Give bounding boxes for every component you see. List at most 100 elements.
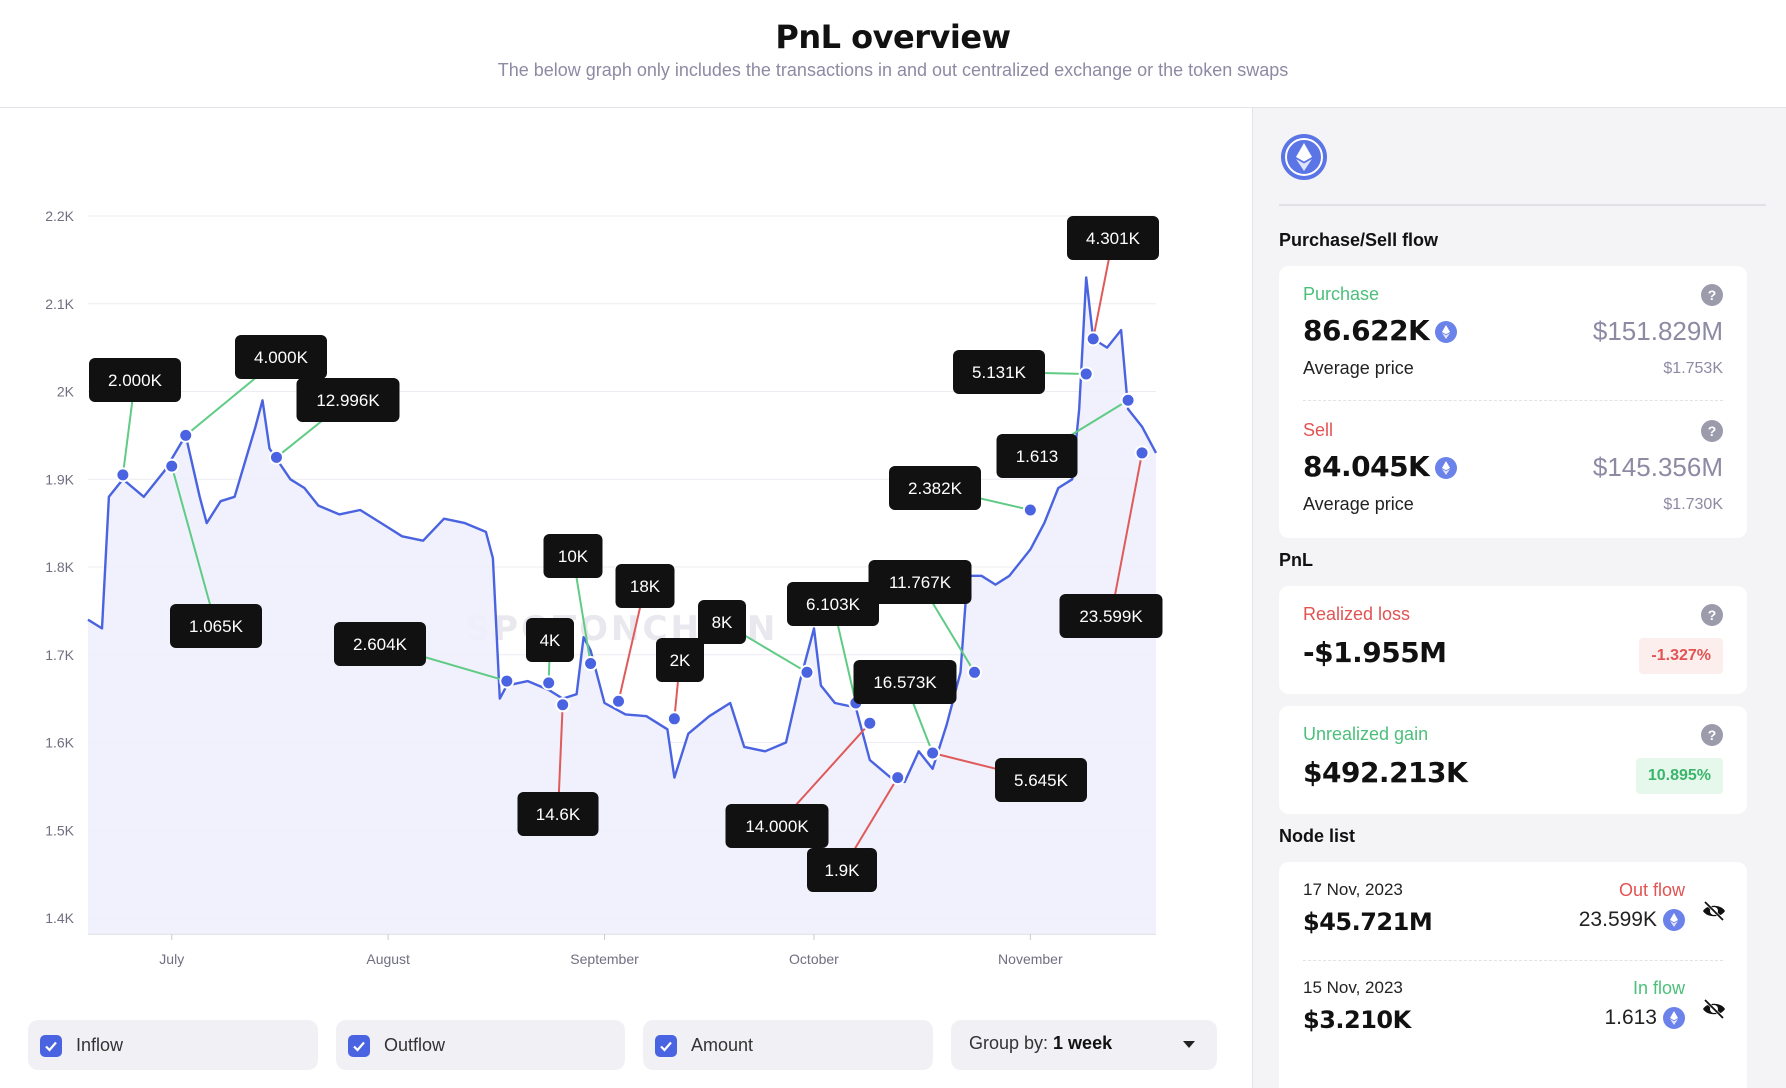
annotation-marker	[115, 467, 131, 483]
chart-area: 1.4K 1.5K 1.6K 1.7K 1.8K 1.9K 2K 2.1K 2.2K July Au…	[0, 108, 1252, 1088]
eye-off-icon[interactable]	[1701, 898, 1727, 924]
annotation-marker	[1134, 445, 1150, 461]
node-amount: 23.599K	[1579, 908, 1685, 932]
sell-avg-value: $1.730K	[1663, 496, 1723, 513]
annotation-marker	[1078, 366, 1094, 382]
annotation-box	[698, 600, 746, 644]
realized-loss-badge: -1.327%	[1639, 638, 1723, 674]
annotation-connector	[170, 465, 217, 627]
sidebar-divider	[1279, 204, 1766, 206]
node-date: 15 Nov, 2023	[1303, 978, 1403, 997]
ethereum-icon	[1663, 909, 1685, 932]
sell-help-icon[interactable]: ?	[1701, 420, 1723, 442]
y-tick-label: 2.1K	[45, 296, 74, 312]
y-tick-label: 1.9K	[45, 471, 74, 487]
annotation-box	[517, 792, 599, 836]
outflow-label: Outflow	[384, 1035, 446, 1055]
annotation-label: 4K	[540, 631, 561, 650]
x-tick-label: September	[570, 951, 639, 967]
inflow-checkbox[interactable]	[40, 1035, 62, 1057]
annotation-label: 4.000K	[254, 348, 309, 367]
sidebar: Purchase/Sell flow Purchase ? 86.622K $1…	[1252, 108, 1786, 1088]
annotation-label: 8K	[712, 613, 733, 632]
unrealized-gain-value: $492.213K	[1303, 756, 1468, 789]
chevron-down-icon	[1183, 1041, 1195, 1048]
annotation-marker	[583, 656, 599, 672]
x-tick-label: October	[789, 951, 839, 967]
annotation-box	[853, 660, 957, 704]
annotation-marker	[541, 675, 557, 691]
x-tick-label: July	[159, 951, 184, 967]
realized-loss-card: Realized loss ? -$1.955M -1.327%	[1279, 586, 1747, 694]
eye-off-icon[interactable]	[1701, 996, 1727, 1022]
annotation-marker	[164, 458, 180, 474]
y-tick-label: 2.2K	[45, 208, 74, 224]
annotation-marker	[555, 697, 571, 713]
inflow-label: Inflow	[76, 1035, 124, 1055]
annotation-marker	[890, 770, 906, 786]
amount-checkbox[interactable]	[655, 1035, 677, 1057]
page-subtitle: The below graph only includes the transa…	[497, 60, 1289, 80]
annotation-marker	[799, 664, 815, 680]
outflow-checkbox[interactable]	[348, 1035, 370, 1057]
y-tick-label: 1.6K	[45, 735, 74, 751]
annotation-box	[1067, 216, 1159, 260]
unrealized-gain-badge: 10.895%	[1635, 758, 1723, 794]
group-by-dropdown[interactable]: Group by: 1 week	[951, 1020, 1217, 1070]
page-title: PnL overview	[775, 18, 1011, 56]
annotation-marker	[178, 427, 194, 443]
annotation-box	[725, 804, 829, 848]
purchase-avg-value: $1.753K	[1663, 360, 1723, 377]
outflow-toggle[interactable]: Outflow	[336, 1020, 625, 1070]
annotation-box	[787, 582, 879, 626]
inflow-toggle[interactable]: Inflow	[28, 1020, 318, 1070]
purchase-sell-card: Purchase ? 86.622K $151.829M Average pri…	[1279, 266, 1747, 538]
annotation-label: 5.645K	[1014, 771, 1069, 790]
annotation-label: 1.065K	[189, 617, 244, 636]
purchase-avg-label: Average price	[1303, 358, 1414, 378]
purchase-sell-title: Purchase/Sell flow	[1279, 230, 1439, 250]
sell-usd: $145.356M	[1592, 452, 1723, 482]
annotation-box	[615, 564, 675, 608]
realized-loss-value: -$1.955M	[1303, 636, 1447, 669]
purchase-label: Purchase	[1303, 284, 1380, 304]
annotation-label: 2K	[670, 651, 691, 670]
amount-label: Amount	[691, 1035, 754, 1055]
pnl-chart: 1.4K 1.5K 1.6K 1.7K 1.8K 1.9K 2K 2.1K 2.2K July Au…	[45, 208, 1163, 967]
unrealized-gain-card: Unrealized gain ? $492.213K 10.895%	[1279, 706, 1747, 814]
annotation-box	[170, 604, 262, 648]
annotation-label: 16.573K	[873, 673, 937, 692]
node-usd: $45.721M	[1303, 908, 1433, 936]
ethereum-icon	[1663, 1007, 1685, 1030]
purchase-amount: 86.622K	[1303, 314, 1458, 347]
annotation-marker	[268, 449, 284, 465]
group-by-value: 1 week	[1053, 1033, 1113, 1053]
annotation-connector	[1110, 452, 1144, 617]
annotation-label: 14.6K	[536, 805, 581, 824]
y-tick-label: 1.4K	[45, 910, 74, 926]
amount-toggle[interactable]: Amount	[643, 1020, 933, 1070]
annotation-box	[296, 378, 400, 422]
purchase-help-icon[interactable]: ?	[1701, 284, 1723, 306]
annotation-label: 2.000K	[108, 371, 163, 390]
annotation-marker	[499, 673, 515, 689]
page-header: PnL overview The below graph only includ…	[0, 0, 1786, 108]
annotation-box	[656, 638, 704, 682]
unrealized-help-icon[interactable]: ?	[1701, 724, 1723, 746]
y-tick-label: 2K	[57, 384, 75, 400]
annotation-marker	[1085, 331, 1101, 347]
ethereum-icon	[1435, 321, 1458, 343]
realized-help-icon[interactable]: ?	[1701, 604, 1723, 626]
list-item[interactable]: 15 Nov, 2023 In flow $3.210K 1.613	[1279, 962, 1747, 1060]
annotation-label: 1.613	[1016, 447, 1059, 466]
annotation-label: 5.131K	[972, 363, 1027, 382]
annotation-label: 4.301K	[1086, 229, 1141, 248]
list-item[interactable]: 17 Nov, 2023 Out flow $45.721M 23.599K	[1279, 862, 1747, 960]
realized-loss-label: Realized loss	[1303, 604, 1411, 624]
annotation-marker	[967, 664, 983, 680]
annotation-marker	[1022, 502, 1038, 518]
annotation-marker	[666, 711, 682, 727]
unrealized-gain-label: Unrealized gain	[1303, 724, 1429, 744]
annotation-box	[543, 534, 603, 578]
annotation-box	[526, 618, 574, 662]
